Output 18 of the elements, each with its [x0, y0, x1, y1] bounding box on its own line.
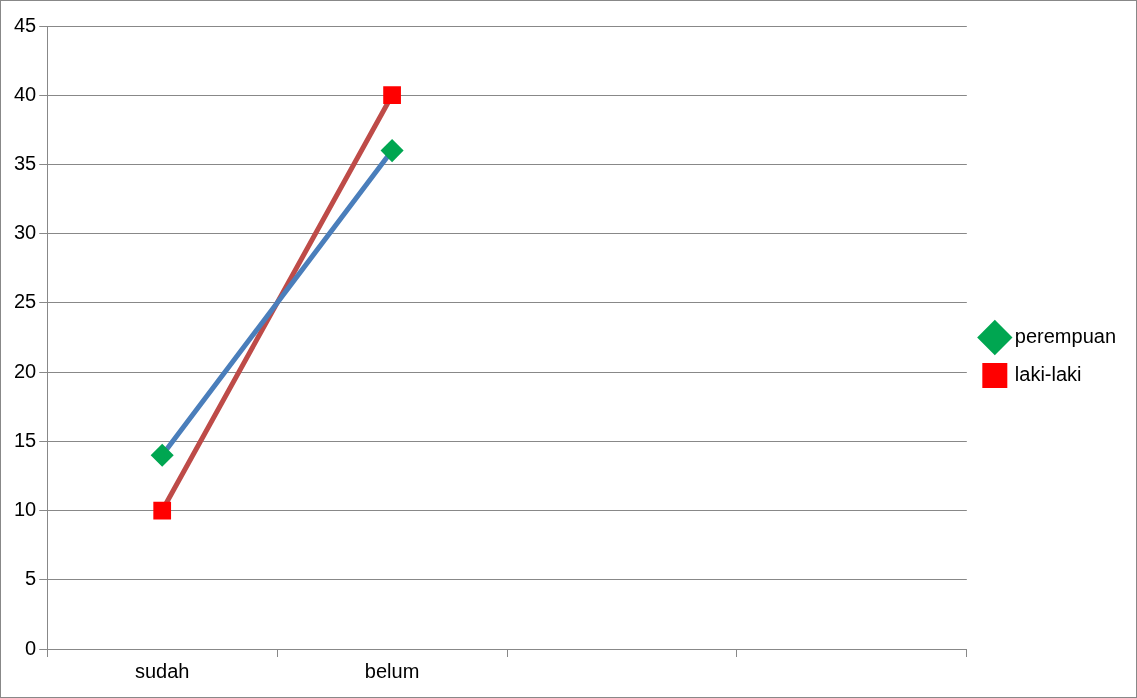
point [153, 501, 172, 520]
y-tick-label: 20 [14, 359, 37, 382]
x-tick-label: sudah [134, 659, 190, 682]
y-tick-label: 45 [14, 13, 37, 36]
x-tick-label: belum [364, 659, 420, 682]
y-tick-label: 25 [14, 290, 37, 313]
point [151, 444, 173, 466]
point [383, 86, 401, 105]
y-tick-label: 10 [14, 498, 37, 521]
legend-label: perempuan [1014, 325, 1117, 348]
y-tick-label: 15 [14, 428, 37, 451]
y-tick-label: 30 [14, 221, 37, 244]
legend-label: laki-laki [1014, 363, 1082, 386]
point [381, 140, 403, 162]
y-tick-label: 35 [14, 151, 37, 174]
y-tick-label: 40 [14, 82, 37, 105]
y-tick-label: 0 [25, 636, 37, 659]
y-tick-label: 5 [25, 567, 37, 590]
